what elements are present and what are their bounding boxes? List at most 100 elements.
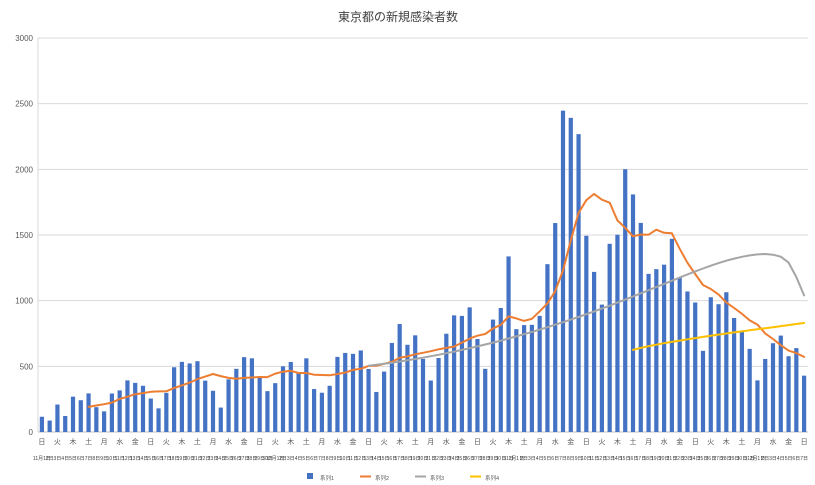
date-label: 21日 bbox=[192, 456, 203, 462]
date-label: 6日 bbox=[310, 456, 318, 462]
legend-marker-line bbox=[415, 475, 426, 478]
date-label: 2日 bbox=[46, 456, 54, 462]
y-tick-label: 2000 bbox=[15, 165, 33, 174]
date-label: 25日 bbox=[223, 456, 234, 462]
bar bbox=[140, 385, 146, 432]
dow-label: 月 bbox=[318, 438, 325, 446]
date-label: 25日 bbox=[457, 456, 468, 462]
date-label: 13日 bbox=[604, 456, 615, 462]
bar bbox=[257, 377, 262, 432]
legend-label: 系列1 bbox=[320, 474, 334, 482]
date-label: 27日 bbox=[239, 456, 250, 462]
bar bbox=[599, 304, 604, 432]
date-label: 4日 bbox=[295, 456, 303, 462]
trend-line-3 bbox=[632, 322, 806, 351]
bar bbox=[156, 408, 161, 432]
date-label: 11日 bbox=[589, 456, 599, 462]
date-label: 6日 bbox=[551, 456, 559, 462]
y-tick-label: 1500 bbox=[15, 231, 33, 240]
date-label: 16日 bbox=[387, 456, 398, 462]
bar bbox=[203, 380, 208, 432]
date-label: 3日 bbox=[287, 456, 295, 462]
dow-label: 火 bbox=[163, 438, 170, 446]
bar bbox=[537, 315, 542, 432]
legend-marker-line bbox=[470, 475, 481, 478]
date-label: 18日 bbox=[402, 456, 413, 462]
date-label: 14日 bbox=[371, 456, 382, 462]
bar bbox=[677, 277, 682, 432]
bar bbox=[148, 398, 153, 432]
dow-label: 木 bbox=[614, 437, 621, 446]
date-label: 9日 bbox=[334, 456, 342, 462]
bar bbox=[420, 358, 426, 432]
date-label: 22日 bbox=[674, 456, 685, 462]
date-label: 24日 bbox=[216, 456, 227, 462]
bar bbox=[498, 308, 503, 432]
dow-label: 月 bbox=[536, 438, 543, 446]
bar bbox=[576, 134, 581, 432]
bar bbox=[172, 367, 177, 432]
dow-label: 日 bbox=[147, 438, 154, 446]
date-label: 2日 bbox=[520, 456, 528, 462]
bar bbox=[226, 379, 231, 432]
trend-line-2 bbox=[367, 253, 806, 367]
bar bbox=[545, 264, 550, 432]
bar bbox=[693, 302, 698, 432]
bar bbox=[265, 391, 270, 432]
bar bbox=[94, 407, 99, 432]
legend-item: 系列2 bbox=[360, 474, 389, 482]
date-label: 17日 bbox=[394, 456, 405, 462]
bar bbox=[708, 297, 713, 432]
date-label: 28日 bbox=[247, 456, 258, 462]
date-label: 3日 bbox=[54, 456, 62, 462]
date-label: 28日 bbox=[480, 456, 491, 462]
date-label: 20日 bbox=[418, 456, 429, 462]
date-label: 26日 bbox=[706, 456, 717, 462]
dow-label: 木 bbox=[505, 437, 512, 446]
bar bbox=[739, 331, 744, 432]
bar bbox=[467, 307, 472, 432]
bar bbox=[506, 256, 511, 432]
date-label: 30日 bbox=[496, 456, 507, 462]
trend-lines bbox=[87, 192, 806, 408]
bar bbox=[374, 391, 379, 432]
date-label: 12日 bbox=[356, 456, 367, 462]
bar bbox=[669, 238, 674, 432]
date-label: 26日 bbox=[464, 456, 475, 462]
date-label: 9日 bbox=[575, 456, 583, 462]
dow-label: 土 bbox=[738, 437, 745, 446]
legend-item: 系列4 bbox=[470, 474, 499, 482]
bar bbox=[47, 420, 52, 432]
date-label: 7日 bbox=[85, 456, 93, 462]
date-label: 31日 bbox=[744, 456, 755, 462]
y-tick-label: 3000 bbox=[15, 34, 33, 43]
dow-label: 火 bbox=[707, 438, 714, 446]
date-label: 3日 bbox=[769, 456, 777, 462]
date-label: 5日 bbox=[69, 456, 77, 462]
dow-label: 月 bbox=[427, 438, 434, 446]
bar bbox=[794, 348, 799, 432]
dow-label: 火 bbox=[272, 438, 279, 446]
dow-label: 金 bbox=[785, 437, 792, 446]
y-tick-label: 2500 bbox=[15, 100, 33, 109]
date-label: 31日 bbox=[503, 456, 514, 462]
bar bbox=[592, 271, 597, 432]
dow-label: 月 bbox=[754, 438, 761, 446]
bar bbox=[343, 352, 348, 432]
y-tick-label: 500 bbox=[20, 362, 34, 371]
dow-label: 金 bbox=[241, 437, 248, 446]
bar bbox=[732, 318, 737, 432]
bar bbox=[117, 390, 122, 432]
date-label: 26日 bbox=[231, 456, 242, 462]
date-label: 21日 bbox=[426, 456, 437, 462]
bar bbox=[242, 357, 247, 432]
dow-label: 月 bbox=[210, 438, 217, 446]
date-label: 4日 bbox=[777, 456, 785, 462]
dow-label: 火 bbox=[381, 438, 388, 446]
date-label: 13日 bbox=[363, 456, 374, 462]
dow-label: 日 bbox=[692, 438, 699, 446]
bar bbox=[444, 333, 449, 432]
date-label: 15日 bbox=[146, 456, 157, 462]
bar bbox=[522, 325, 527, 432]
bar bbox=[483, 368, 488, 432]
